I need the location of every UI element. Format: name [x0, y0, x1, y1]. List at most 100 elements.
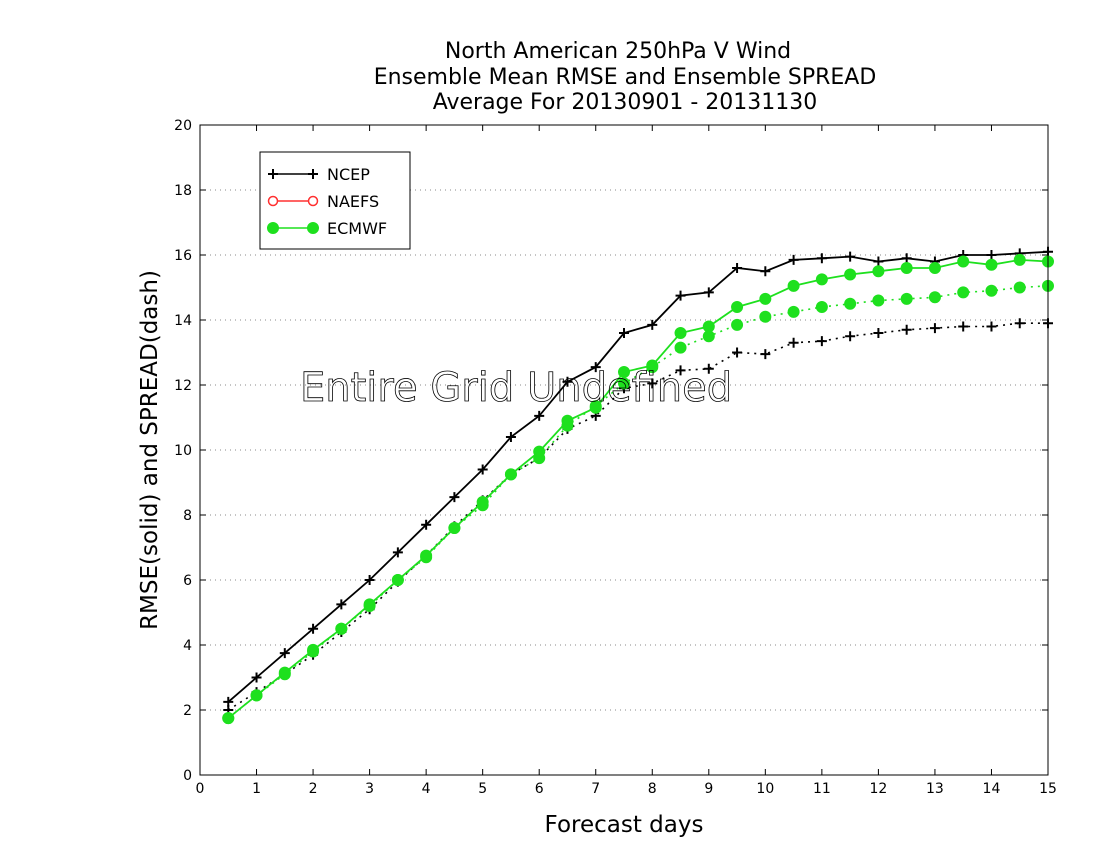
point-ncep-rmse — [675, 290, 686, 301]
y-tick-label-18: 18 — [174, 183, 192, 199]
x-tick-label-7: 7 — [591, 781, 600, 797]
y-tick-label-20: 20 — [174, 118, 192, 134]
x-axis-ticks: 0 1 2 3 4 5 6 7 8 9 10 11 12 13 14 15 — [196, 125, 1057, 797]
point-ncep-rmse — [392, 547, 403, 558]
point-ncep-spread — [703, 363, 714, 374]
y-tick-label-16: 16 — [174, 248, 192, 264]
point-ecmwf-spread — [674, 341, 687, 354]
point-ecmwf-rmse — [250, 689, 263, 702]
point-ecmwf-rmse — [476, 496, 489, 508]
x-tick-label-0: 0 — [196, 781, 205, 797]
point-ncep-rmse — [873, 256, 884, 267]
point-ncep-rmse — [336, 599, 347, 610]
point-ncep-rmse — [703, 287, 714, 298]
title-line-3: Average For 20130901 - 20131130 — [433, 90, 818, 115]
legend: NCEP NAEFS ECMWF — [259, 151, 411, 250]
point-ncep-rmse — [619, 328, 629, 338]
point-ecmwf-rmse — [844, 268, 857, 281]
point-ecmwf-rmse — [957, 255, 970, 268]
point-ncep-rmse — [251, 672, 262, 683]
point-ncep-rmse — [647, 319, 658, 330]
y-axis-title: RMSE(solid) and SPREAD(dash) — [137, 270, 163, 630]
point-ecmwf-rmse — [1013, 253, 1026, 266]
point-ncep-rmse — [816, 253, 827, 264]
point-ecmwf-spread — [985, 284, 998, 297]
point-ecmwf-rmse — [363, 598, 376, 611]
x-tick-label-10: 10 — [756, 781, 774, 797]
legend-label-naefs: NAEFS — [327, 192, 379, 211]
y-tick-label-0: 0 — [183, 768, 192, 784]
plot-series — [222, 246, 1054, 725]
x-tick-label-15: 15 — [1039, 781, 1057, 797]
point-ecmwf-rmse — [928, 262, 941, 274]
legend-label-ecmwf: ECMWF — [327, 219, 387, 238]
y-tick-label-10: 10 — [174, 443, 192, 459]
point-ncep-rmse — [421, 519, 432, 530]
point-ecmwf-rmse — [504, 468, 517, 481]
point-ecmwf-spread — [759, 310, 772, 323]
x-tick-label-4: 4 — [422, 781, 431, 797]
point-ecmwf-rmse — [985, 258, 998, 271]
x-axis-title: Forecast days — [545, 812, 704, 838]
point-ncep-spread — [647, 378, 658, 389]
point-ncep-spread — [845, 331, 856, 342]
point-ecmwf-spread — [872, 294, 885, 307]
x-tick-label-9: 9 — [704, 781, 713, 797]
chart-title: North American 250hPa V Wind Ensemble Me… — [374, 39, 877, 115]
y-tick-label-14: 14 — [174, 313, 192, 329]
point-ncep-rmse — [590, 362, 601, 373]
point-ncep-spread — [675, 365, 686, 376]
series-ncep-rmse-line — [227, 250, 1049, 703]
legend-item-ncep: NCEP — [268, 165, 370, 184]
x-tick-label-5: 5 — [478, 781, 487, 797]
x-tick-label-3: 3 — [365, 781, 374, 797]
point-ncep-rmse — [788, 254, 799, 265]
x-tick-label-12: 12 — [869, 781, 887, 797]
y-tick-label-8: 8 — [183, 508, 192, 524]
point-ecmwf-rmse — [278, 666, 291, 679]
point-ecmwf-rmse — [533, 445, 546, 458]
point-ncep-spread — [732, 347, 743, 358]
point-ecmwf-rmse — [222, 712, 235, 725]
point-ecmwf-rmse — [589, 401, 602, 414]
point-ncep-spread — [986, 321, 997, 332]
x-tick-label-2: 2 — [309, 781, 318, 797]
point-ncep-spread — [816, 336, 827, 347]
y-axis-ticks: 0 2 4 6 8 10 12 14 16 18 20 — [174, 118, 1048, 784]
point-ncep-spread — [901, 324, 912, 335]
point-ecmwf-spread — [787, 305, 800, 318]
point-ncep-rmse — [562, 376, 573, 387]
y-tick-label-6: 6 — [183, 573, 192, 589]
point-ecmwf-spread — [957, 286, 970, 299]
point-ecmwf-rmse — [872, 265, 885, 278]
point-ncep-rmse — [732, 263, 743, 273]
legend-marker-naefs — [307, 195, 319, 207]
title-line-1: North American 250hPa V Wind — [445, 39, 791, 64]
point-ncep-spread — [760, 349, 771, 360]
undefined-grid-annotation: Entire Grid Undefined — [300, 365, 732, 411]
point-ncep-rmse — [986, 250, 997, 260]
point-ncep-rmse — [477, 464, 488, 475]
legend-label-ncep: NCEP — [327, 165, 370, 184]
point-ncep-rmse — [760, 266, 771, 277]
title-line-2: Ensemble Mean RMSE and Ensemble SPREAD — [374, 65, 877, 90]
point-ecmwf-rmse — [674, 327, 687, 339]
legend-item-naefs: NAEFS — [267, 192, 379, 211]
point-ecmwf-rmse — [646, 359, 659, 372]
y-tick-label-4: 4 — [183, 638, 192, 654]
point-ncep-spread — [873, 328, 884, 338]
series-ecmwf — [222, 253, 1054, 725]
legend-marker-ncep — [268, 169, 278, 179]
point-ecmwf-rmse — [448, 522, 461, 534]
series-ecmwf-spread-line — [227, 285, 1049, 719]
point-ecmwf-spread — [928, 291, 941, 304]
x-tick-label-1: 1 — [252, 781, 261, 797]
x-tick-label-11: 11 — [813, 781, 831, 797]
point-ncep-rmse — [534, 410, 545, 421]
point-ecmwf-rmse — [759, 292, 772, 305]
point-ecmwf-rmse — [787, 279, 800, 292]
x-tick-label-8: 8 — [648, 781, 657, 797]
legend-marker-ncep — [308, 169, 318, 179]
point-ncep-rmse — [901, 253, 912, 264]
